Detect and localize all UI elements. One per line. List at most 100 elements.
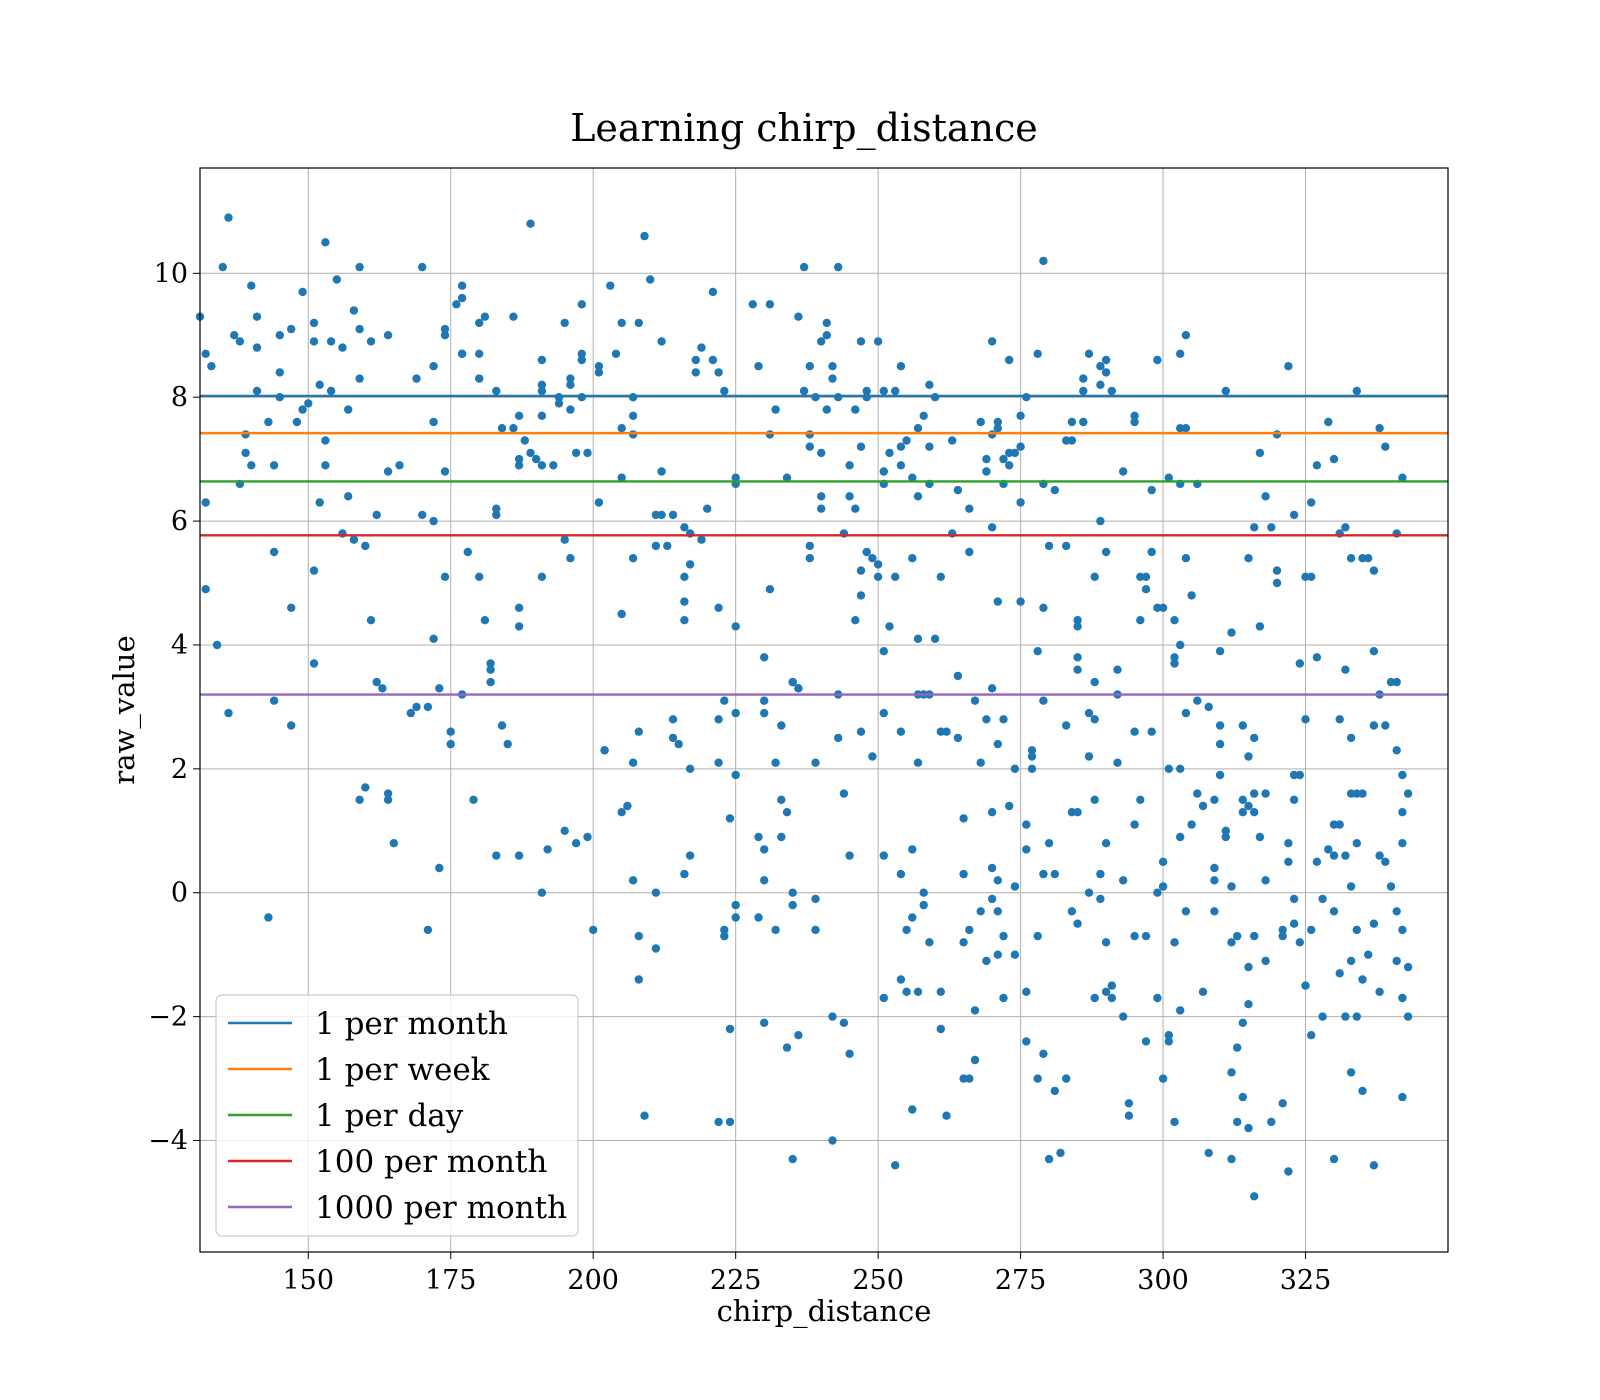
data-point-289 <box>851 504 860 513</box>
data-point-19 <box>264 417 273 427</box>
data-point-216 <box>725 1117 735 1127</box>
data-point-605 <box>1312 857 1322 866</box>
data-point-245 <box>782 1043 792 1052</box>
data-point-99 <box>475 572 484 581</box>
data-point-502 <box>1158 1074 1168 1083</box>
y-tick-label-0: −4 <box>148 1126 188 1157</box>
data-point-282 <box>839 789 849 798</box>
data-point-636 <box>1358 975 1367 984</box>
data-point-317 <box>896 442 906 451</box>
x-tick-label-0: 150 <box>283 1265 335 1296</box>
data-point-403 <box>1016 411 1025 420</box>
data-point-493 <box>1147 547 1156 557</box>
data-point-457 <box>1090 993 1099 1003</box>
data-point-158 <box>617 318 626 328</box>
grid <box>200 168 1448 1252</box>
data-point-126 <box>537 380 547 389</box>
data-point-340 <box>925 380 934 389</box>
data-point-522 <box>1181 708 1191 718</box>
data-point-57 <box>361 783 370 792</box>
data-point-579 <box>1272 578 1282 588</box>
data-point-117 <box>514 603 524 612</box>
data-point-167 <box>628 554 638 563</box>
data-point-226 <box>754 832 763 842</box>
data-point-67 <box>389 839 398 848</box>
data-point-273 <box>828 362 837 371</box>
data-point-627 <box>1346 956 1356 966</box>
x-tick-label-3: 225 <box>710 1265 762 1296</box>
data-point-332 <box>913 634 923 643</box>
data-point-575 <box>1261 956 1270 966</box>
data-point-360 <box>959 814 968 823</box>
data-point-65 <box>383 789 393 798</box>
data-point-60 <box>372 510 381 520</box>
data-point-123 <box>532 454 541 464</box>
data-point-400 <box>1010 764 1020 773</box>
data-point-397 <box>1005 461 1014 470</box>
data-point-471 <box>1107 981 1117 990</box>
data-point-620 <box>1341 665 1350 674</box>
chart-title: Learning chirp_distance <box>570 106 1038 151</box>
data-point-248 <box>788 888 797 897</box>
data-point-578 <box>1272 430 1282 439</box>
data-point-92 <box>457 349 467 358</box>
data-point-380 <box>987 808 997 817</box>
data-point-437 <box>1067 436 1077 445</box>
data-point-532 <box>1204 1148 1213 1158</box>
data-point-53 <box>355 262 364 272</box>
data-point-458 <box>1096 362 1105 371</box>
data-point-336 <box>919 411 928 420</box>
data-point-119 <box>514 851 524 860</box>
data-point-447 <box>1079 386 1088 396</box>
data-point-71 <box>412 702 421 712</box>
data-point-25 <box>275 368 284 377</box>
data-point-70 <box>412 374 421 383</box>
x-tick-label-1: 175 <box>425 1265 477 1296</box>
data-point-429 <box>1050 869 1060 879</box>
data-point-234 <box>765 300 775 309</box>
data-point-257 <box>805 541 814 551</box>
data-point-404 <box>1016 498 1025 507</box>
data-point-296 <box>862 386 871 396</box>
data-point-586 <box>1284 857 1293 866</box>
x-axis-label: chirp_distance <box>717 1294 932 1329</box>
data-point-6 <box>212 640 222 650</box>
data-point-292 <box>856 337 866 346</box>
data-point-383 <box>993 424 1002 433</box>
data-point-166 <box>628 430 638 439</box>
data-point-287 <box>845 1049 854 1059</box>
data-point-82 <box>440 331 450 340</box>
data-point-105 <box>492 386 501 396</box>
data-point-270 <box>822 331 831 340</box>
data-point-8 <box>224 708 233 718</box>
data-point-131 <box>543 845 552 854</box>
data-point-436 <box>1067 417 1077 427</box>
data-point-626 <box>1346 882 1356 891</box>
data-point-244 <box>782 808 792 817</box>
data-point-27 <box>287 324 296 334</box>
data-point-351 <box>942 727 951 736</box>
data-point-470 <box>1107 993 1117 1003</box>
data-point-362 <box>965 504 974 513</box>
data-point-411 <box>1022 1037 1031 1046</box>
data-point-29 <box>287 721 296 730</box>
data-point-435 <box>1062 1074 1071 1083</box>
data-point-295 <box>856 591 866 600</box>
data-point-192 <box>680 869 689 879</box>
data-point-256 <box>799 386 809 396</box>
data-point-355 <box>953 485 963 495</box>
data-point-125 <box>537 386 547 396</box>
data-point-570 <box>1255 622 1265 631</box>
data-point-73 <box>418 262 427 272</box>
data-point-191 <box>680 616 689 625</box>
data-point-263 <box>811 758 820 767</box>
data-point-632 <box>1352 925 1362 935</box>
data-point-363 <box>965 547 974 557</box>
data-point-491 <box>1141 931 1151 941</box>
data-point-347 <box>936 572 945 581</box>
data-point-373 <box>982 467 991 476</box>
data-point-536 <box>1210 907 1219 916</box>
data-point-50 <box>349 306 359 315</box>
data-point-572 <box>1261 492 1270 501</box>
